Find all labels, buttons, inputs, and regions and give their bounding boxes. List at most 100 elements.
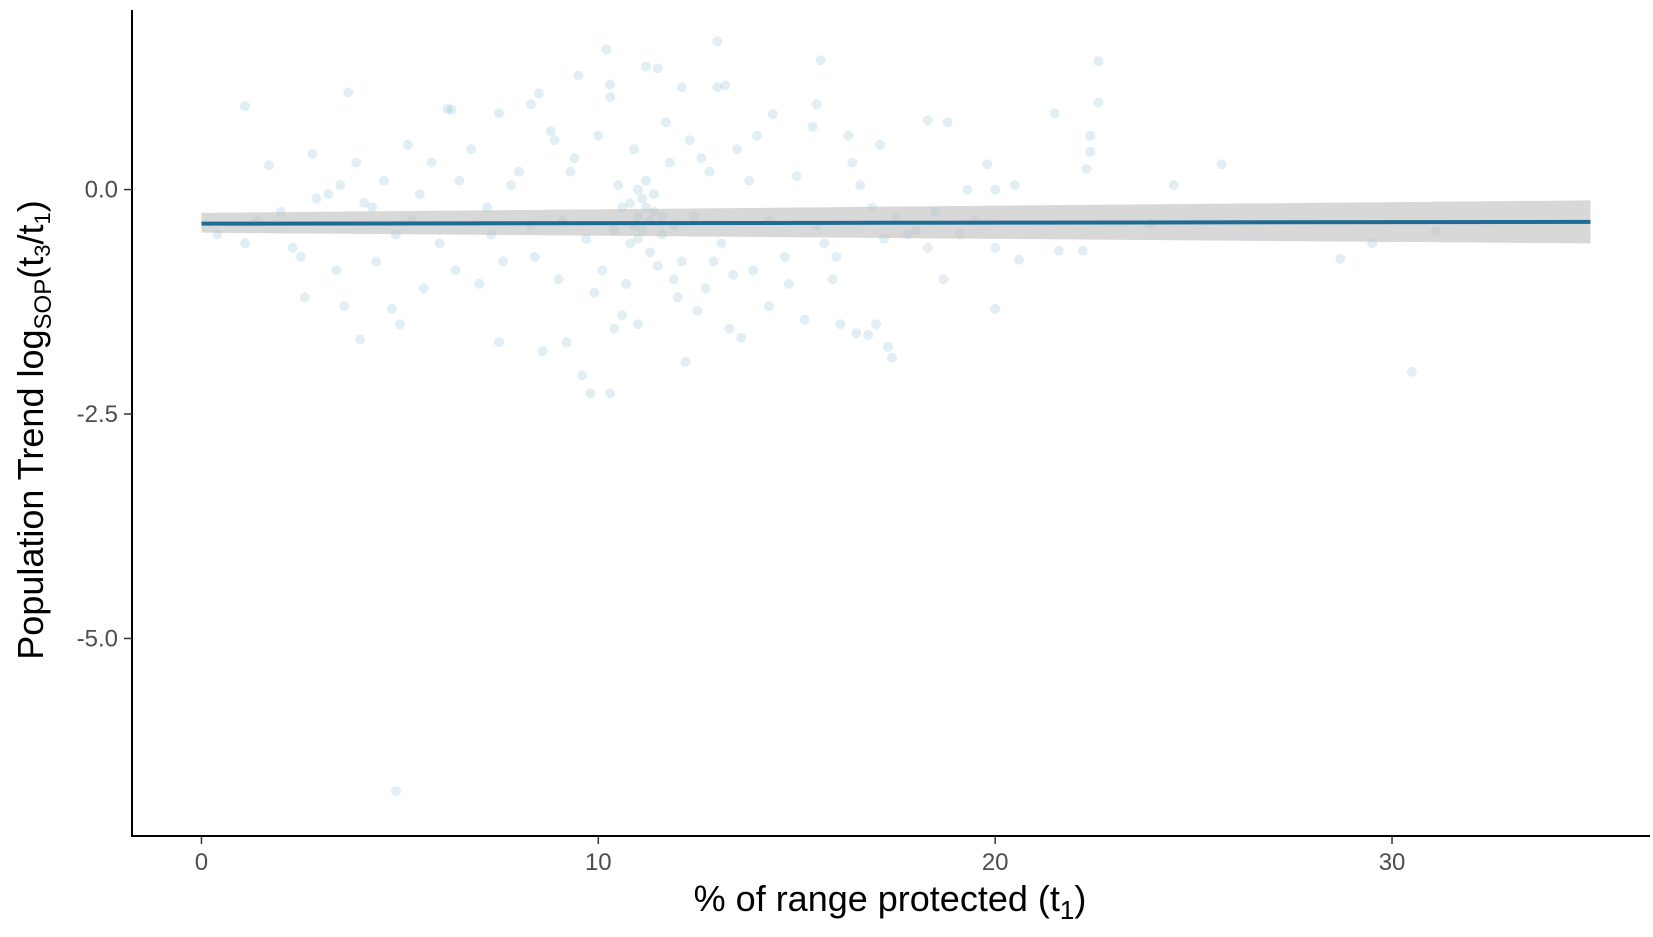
- data-point: [704, 166, 715, 177]
- data-point: [764, 301, 774, 312]
- data-point: [887, 352, 897, 363]
- data-point: [299, 292, 310, 303]
- data-point: [450, 265, 461, 276]
- data-point: [633, 233, 643, 244]
- data-point: [506, 180, 516, 191]
- data-point: [466, 144, 477, 155]
- data-point: [700, 283, 711, 294]
- y-axis-title-sub3: 3: [30, 245, 55, 257]
- data-point: [990, 184, 1001, 195]
- data-point: [482, 202, 493, 213]
- data-point: [652, 260, 663, 271]
- data-point: [799, 314, 810, 325]
- data-point: [418, 283, 429, 294]
- data-point: [633, 319, 643, 330]
- data-point: [323, 189, 334, 200]
- y-axis-title-slash: /t: [10, 225, 51, 245]
- data-point: [712, 36, 723, 47]
- data-point: [513, 166, 524, 177]
- y-axis-title-open: (t: [10, 257, 51, 279]
- data-point: [1216, 159, 1227, 170]
- data-point: [474, 278, 485, 289]
- data-point: [811, 99, 822, 110]
- data-point: [664, 157, 675, 168]
- data-point: [680, 356, 691, 367]
- data-point: [311, 193, 322, 204]
- data-point: [573, 70, 584, 81]
- y-axis-title-close: ): [10, 200, 51, 212]
- data-point: [676, 256, 687, 267]
- data-point: [640, 61, 651, 72]
- data-point: [617, 310, 628, 321]
- data-point: [783, 278, 794, 289]
- data-point: [565, 166, 576, 177]
- data-point: [625, 238, 636, 249]
- data-point: [1053, 245, 1064, 256]
- data-point: [732, 144, 743, 155]
- data-point: [446, 104, 457, 115]
- data-point: [883, 341, 893, 352]
- x-tick-label: 20: [982, 849, 1009, 876]
- x-tick-label: 30: [1379, 849, 1406, 876]
- data-point: [684, 135, 695, 146]
- data-point: [549, 135, 560, 146]
- x-axis-title-main: % of range protected (t: [694, 878, 1060, 919]
- x-axis-ticks: 0 10 20 30: [195, 836, 1406, 876]
- regression-line: [201, 219, 1591, 226]
- data-point: [831, 251, 842, 262]
- y-axis-ticks: 0.0 -2.5 -5.0: [77, 177, 132, 652]
- data-point: [637, 193, 647, 204]
- data-point: [386, 304, 397, 314]
- data-point: [716, 238, 727, 249]
- data-point: [807, 121, 818, 132]
- x-tick-label: 10: [585, 849, 612, 876]
- data-point: [605, 92, 616, 103]
- data-point: [601, 44, 612, 55]
- data-point: [343, 87, 354, 98]
- data-point: [335, 180, 346, 191]
- data-point: [847, 157, 858, 168]
- data-point: [307, 148, 318, 159]
- data-point: [791, 171, 802, 182]
- data-point: [1049, 108, 1060, 119]
- data-point: [696, 153, 707, 164]
- data-point: [1010, 180, 1020, 191]
- data-point: [494, 337, 505, 348]
- data-point: [263, 160, 274, 171]
- data-point: [613, 180, 624, 191]
- data-point: [990, 242, 1001, 253]
- data-point: [529, 251, 540, 262]
- data-point: [331, 265, 342, 276]
- y-tick-label: 0.0: [85, 177, 118, 204]
- data-point: [676, 82, 687, 93]
- data-point: [652, 63, 663, 74]
- data-point: [585, 388, 596, 399]
- data-point: [355, 334, 366, 345]
- data-point: [672, 292, 683, 303]
- x-axis-title-close: ): [1074, 878, 1086, 919]
- y-tick-label: -5.0: [77, 625, 118, 652]
- data-point: [569, 153, 580, 164]
- data-point: [1093, 56, 1104, 67]
- data-point: [605, 79, 616, 90]
- data-point: [621, 278, 632, 289]
- data-point: [736, 332, 747, 343]
- data-point: [577, 370, 588, 381]
- data-point: [855, 180, 866, 191]
- data-point: [835, 319, 846, 330]
- y-tick-label: -2.5: [77, 401, 118, 428]
- data-point: [819, 238, 830, 249]
- data-point: [633, 184, 643, 195]
- data-point: [553, 274, 564, 285]
- data-point: [1014, 254, 1024, 265]
- data-point: [1077, 245, 1088, 256]
- data-point: [668, 274, 679, 285]
- data-point: [597, 265, 608, 276]
- data-point: [1168, 180, 1179, 191]
- data-point: [660, 117, 671, 128]
- data-points: [212, 36, 1441, 797]
- data-point: [752, 130, 763, 141]
- data-point: [414, 189, 425, 200]
- data-point: [863, 330, 874, 340]
- data-point: [712, 82, 723, 93]
